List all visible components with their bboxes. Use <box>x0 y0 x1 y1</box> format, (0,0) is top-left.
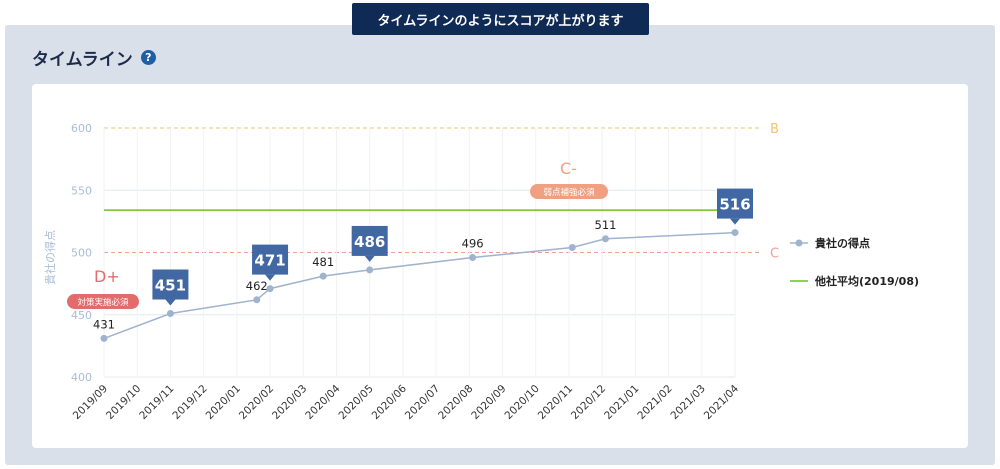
score-box-pointer <box>364 255 375 262</box>
score-label: 481 <box>312 255 334 269</box>
x-tick-label: 2021/04 <box>702 382 742 422</box>
line-chart: 400450C500550B600貴社の得点2019/092019/102019… <box>43 122 919 422</box>
x-tick-label: 2020/06 <box>370 382 410 422</box>
score-line <box>103 231 736 340</box>
reference-grade-label: B <box>770 122 779 137</box>
score-box-pointer <box>165 299 176 306</box>
score-label: 496 <box>462 236 484 250</box>
y-axis-label: 貴社の得点 <box>43 230 57 285</box>
y-tick-label: 600 <box>71 122 92 135</box>
score-box-label: 471 <box>254 252 285 270</box>
x-tick-label: 2021/03 <box>669 383 708 422</box>
warning-badge <box>67 294 139 309</box>
x-tick-label: 2019/10 <box>104 383 143 422</box>
y-tick-label: 550 <box>71 184 92 197</box>
score-point <box>469 253 477 261</box>
x-tick-label: 2019/12 <box>170 383 209 422</box>
x-tick-label: 2020/12 <box>569 383 608 422</box>
x-tick-label: 2019/09 <box>71 383 110 422</box>
legend-label-average: 他社平均(2019/08) <box>814 274 919 288</box>
x-tick-label: 2021/02 <box>635 383 674 422</box>
score-box-pointer <box>265 274 276 281</box>
score-label: 511 <box>595 218 617 232</box>
score-label: 431 <box>93 317 115 331</box>
score-box <box>252 244 289 275</box>
section-title-text: タイムライン <box>32 50 133 70</box>
score-box-label: 516 <box>719 196 750 214</box>
x-tick-label: 2020/05 <box>336 383 375 422</box>
score-box <box>152 269 189 300</box>
score-box <box>717 188 753 219</box>
score-point <box>366 266 374 274</box>
warning-badge-label: 弱点補強必須 <box>543 187 595 198</box>
score-point <box>568 244 576 252</box>
legend-label-score: 貴社の得点 <box>815 236 870 250</box>
score-box-pointer <box>730 218 740 225</box>
x-tick-label: 2020/04 <box>303 382 343 422</box>
grade-annotation: C- <box>560 159 577 178</box>
score-box-label: 486 <box>354 233 385 251</box>
x-tick-label: 2020/08 <box>436 383 475 422</box>
score-point <box>731 229 739 237</box>
x-tick-label: 2020/01 <box>204 383 243 422</box>
x-tick-label: 2020/10 <box>503 383 542 422</box>
y-tick-label: 500 <box>71 247 92 260</box>
score-point <box>319 272 327 280</box>
x-tick-label: 2020/09 <box>469 383 508 422</box>
score-point <box>601 235 609 243</box>
x-tick-label: 2021/01 <box>602 383 641 422</box>
score-point <box>253 296 261 304</box>
section-title: タイムライン ? <box>32 45 156 70</box>
warning-badge-label: 対策実施必須 <box>77 297 129 308</box>
warning-badge <box>530 184 608 199</box>
score-point <box>266 285 274 293</box>
reference-grade-label: C <box>770 247 779 262</box>
chart-card: 400 450 C 500 550 B 600 貴社の得点 2019/09 2019/10 2019… <box>32 84 968 448</box>
legend-marker-score <box>795 239 803 247</box>
grade-annotation: D+ <box>94 267 120 286</box>
score-point <box>166 310 174 318</box>
score-box <box>351 225 388 256</box>
score-point <box>100 334 108 342</box>
banner: タイムラインのようにスコアが上がります <box>352 3 649 35</box>
score-label: 462 <box>246 279 268 293</box>
x-tick-label: 2020/11 <box>536 383 575 422</box>
score-box-label: 451 <box>155 277 186 295</box>
x-tick-label: 2020/07 <box>403 383 442 422</box>
x-tick-label: 2020/02 <box>237 383 276 422</box>
x-tick-label: 2020/03 <box>270 383 309 422</box>
y-tick-label: 400 <box>71 371 92 384</box>
x-tick-label: 2019/11 <box>137 383 176 422</box>
help-icon[interactable]: ? <box>140 50 156 65</box>
y-tick-label: 450 <box>71 309 92 322</box>
